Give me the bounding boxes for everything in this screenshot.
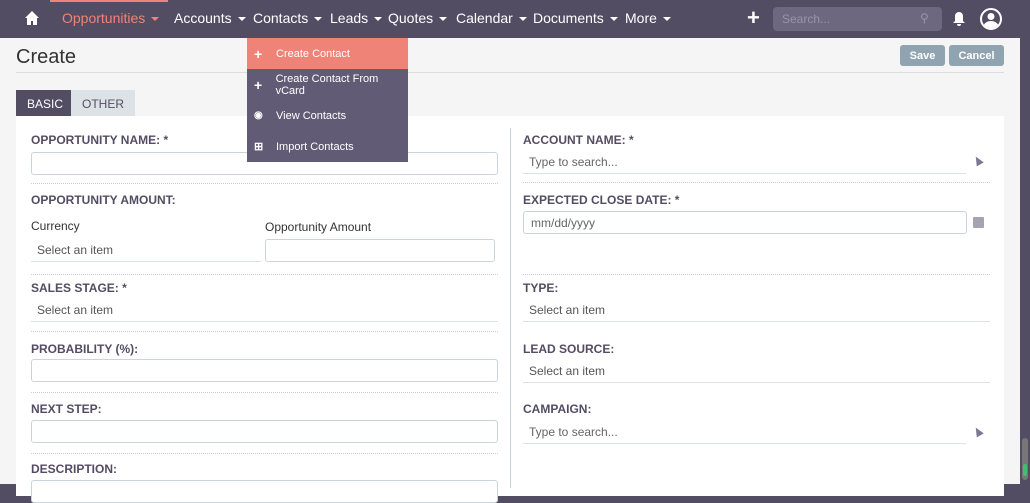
tab-other[interactable]: OTHER [71, 90, 135, 116]
description-label: DESCRIPTION: [31, 462, 118, 476]
active-indicator [50, 0, 168, 2]
divider [31, 331, 498, 332]
plus-icon: + [254, 76, 263, 93]
nav-quotes[interactable]: Quotes [388, 10, 448, 26]
nav-contacts[interactable]: Contacts [253, 10, 323, 26]
opportunity-amount-label: OPPORTUNITY AMOUNT: [31, 193, 176, 207]
cancel-button[interactable]: Cancel [949, 45, 1004, 66]
close-date-label: EXPECTED CLOSE DATE: * [523, 193, 680, 207]
nav-label: Contacts [253, 10, 309, 26]
type-select[interactable]: Select an item [523, 298, 990, 322]
opportunity-amount-input[interactable] [265, 239, 495, 262]
divider [523, 274, 990, 275]
amount-sublabel: Opportunity Amount [265, 220, 372, 234]
form-panel: OPPORTUNITY NAME: * OPPORTUNITY AMOUNT: … [16, 116, 1004, 503]
sales-stage-label: SALES STAGE: * [31, 281, 127, 295]
quick-create-plus-icon[interactable]: + [747, 5, 760, 30]
eye-icon: ◉ [254, 110, 263, 121]
account-name-label: ACCOUNT NAME: * [523, 133, 634, 147]
type-label: TYPE: [523, 281, 559, 295]
caret-down-icon [237, 17, 246, 22]
plus-icon: + [254, 45, 263, 62]
search-icon[interactable]: ⚲ [920, 11, 929, 25]
divider [31, 274, 498, 275]
nav-label: Quotes [388, 10, 434, 26]
scroll-thumb[interactable] [1023, 464, 1027, 476]
lead-source-label: LEAD SOURCE: [523, 342, 615, 356]
divider [31, 392, 498, 393]
nav-label: Accounts [174, 10, 232, 26]
home-icon[interactable] [24, 10, 40, 26]
probability-label: PROBABILITY (%): [31, 342, 139, 356]
nav-leads[interactable]: Leads [330, 10, 383, 26]
menu-label: Create Contact From vCard [275, 72, 379, 97]
nav-label: Leads [330, 10, 369, 26]
divider [16, 72, 1004, 73]
currency-label: Currency [31, 219, 80, 233]
close-date-input[interactable]: mm/dd/yyyy [523, 211, 967, 234]
caret-down-icon [518, 17, 527, 22]
menu-item-create-from-vcard[interactable]: + Create Contact From vCard [247, 69, 408, 100]
nav-label: Documents [533, 10, 604, 26]
nav-label: Calendar [456, 10, 513, 26]
account-name-input[interactable]: Type to search... [523, 150, 966, 174]
main-content: Create Save Cancel BASIC OTHER OPPORTUNI… [0, 38, 1020, 503]
campaign-label: CAMPAIGN: [523, 402, 592, 416]
scrollbar[interactable] [1022, 438, 1028, 480]
menu-label: Create Contact [276, 47, 350, 60]
menu-item-import-contacts[interactable]: ⊞ Import Contacts [247, 131, 408, 162]
menu-label: View Contacts [276, 109, 347, 122]
select-pointer-icon[interactable] [972, 154, 984, 167]
search-input[interactable] [773, 7, 942, 31]
divider [31, 453, 498, 454]
tab-basic[interactable]: BASIC [16, 90, 75, 116]
caret-down-icon [439, 17, 448, 22]
page-title: Create [16, 46, 77, 68]
description-textarea[interactable] [31, 480, 498, 503]
probability-input[interactable] [31, 359, 498, 382]
caret-down-icon [314, 17, 323, 22]
campaign-input[interactable]: Type to search... [523, 420, 966, 444]
caret-down-icon [151, 17, 160, 22]
select-pointer-icon[interactable] [972, 425, 984, 438]
calendar-icon[interactable] [973, 217, 984, 228]
top-nav: Opportunities Accounts Contacts Leads Qu… [0, 0, 1030, 38]
caret-down-icon [374, 17, 383, 22]
nav-label: Opportunities [62, 10, 146, 26]
nav-opportunities[interactable]: Opportunities [62, 10, 160, 26]
nav-label: More [625, 10, 657, 26]
divider [31, 183, 498, 184]
nav-documents[interactable]: Documents [533, 10, 618, 26]
nav-calendar[interactable]: Calendar [456, 10, 527, 26]
save-button[interactable]: Save [900, 45, 945, 66]
next-step-label: NEXT STEP: [31, 402, 102, 416]
user-avatar-icon[interactable] [980, 8, 1002, 30]
menu-item-view-contacts[interactable]: ◉ View Contacts [247, 100, 408, 131]
menu-label: Import Contacts [276, 140, 354, 153]
nav-more[interactable]: More [625, 10, 671, 26]
column-divider [510, 128, 511, 488]
caret-down-icon [662, 17, 671, 22]
lead-source-select[interactable]: Select an item [523, 359, 990, 383]
nav-accounts[interactable]: Accounts [174, 10, 246, 26]
bell-icon[interactable] [952, 11, 966, 27]
caret-down-icon [609, 17, 618, 22]
sales-stage-select[interactable]: Select an item [31, 298, 498, 322]
next-step-input[interactable] [31, 420, 498, 443]
contacts-dropdown-menu: + Create Contact + Create Contact From vCa… [247, 38, 408, 162]
currency-select[interactable]: Select an item [31, 238, 261, 262]
opportunity-name-label: OPPORTUNITY NAME: * [31, 133, 169, 147]
divider [523, 182, 990, 183]
menu-item-create-contact[interactable]: + Create Contact [247, 38, 408, 69]
import-icon: ⊞ [254, 141, 264, 153]
